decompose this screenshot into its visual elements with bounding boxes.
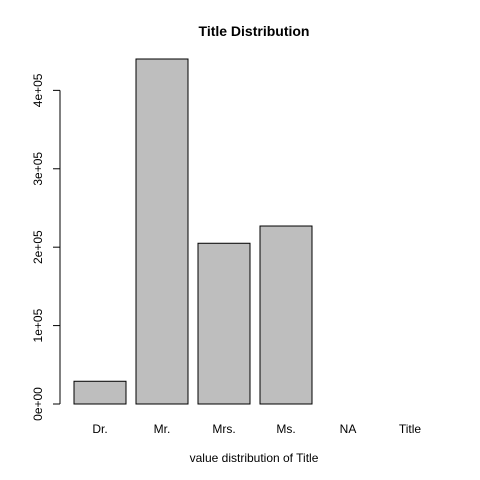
bar-dr	[73, 380, 127, 405]
x-tick-label: Mr.	[154, 422, 171, 436]
bars-group	[73, 58, 313, 405]
x-tick-labels: Dr. Mr. Mrs. Ms. NA Title	[92, 422, 421, 436]
x-tick-label: Dr.	[92, 422, 107, 436]
x-tick-label: Ms.	[276, 422, 295, 436]
x-axis-label: value distribution of Title	[190, 451, 319, 465]
x-tick-label: Title	[399, 422, 422, 436]
y-tick-label: 1e+05	[31, 308, 45, 342]
y-tick-label: 4e+05	[31, 73, 45, 107]
bar-mr	[135, 58, 189, 405]
x-tick-label: NA	[340, 422, 357, 436]
x-tick-label: Mrs.	[212, 422, 235, 436]
y-axis: 0e+00 1e+05 2e+05 3e+05 4e+05	[31, 73, 61, 421]
y-tick-label: 3e+05	[31, 152, 45, 186]
y-tick-label: 2e+05	[31, 230, 45, 264]
bar-ms	[259, 225, 313, 405]
bar-mrs	[197, 242, 251, 405]
y-tick-label: 0e+00	[31, 387, 45, 421]
chart-title: Title Distribution	[199, 23, 310, 39]
